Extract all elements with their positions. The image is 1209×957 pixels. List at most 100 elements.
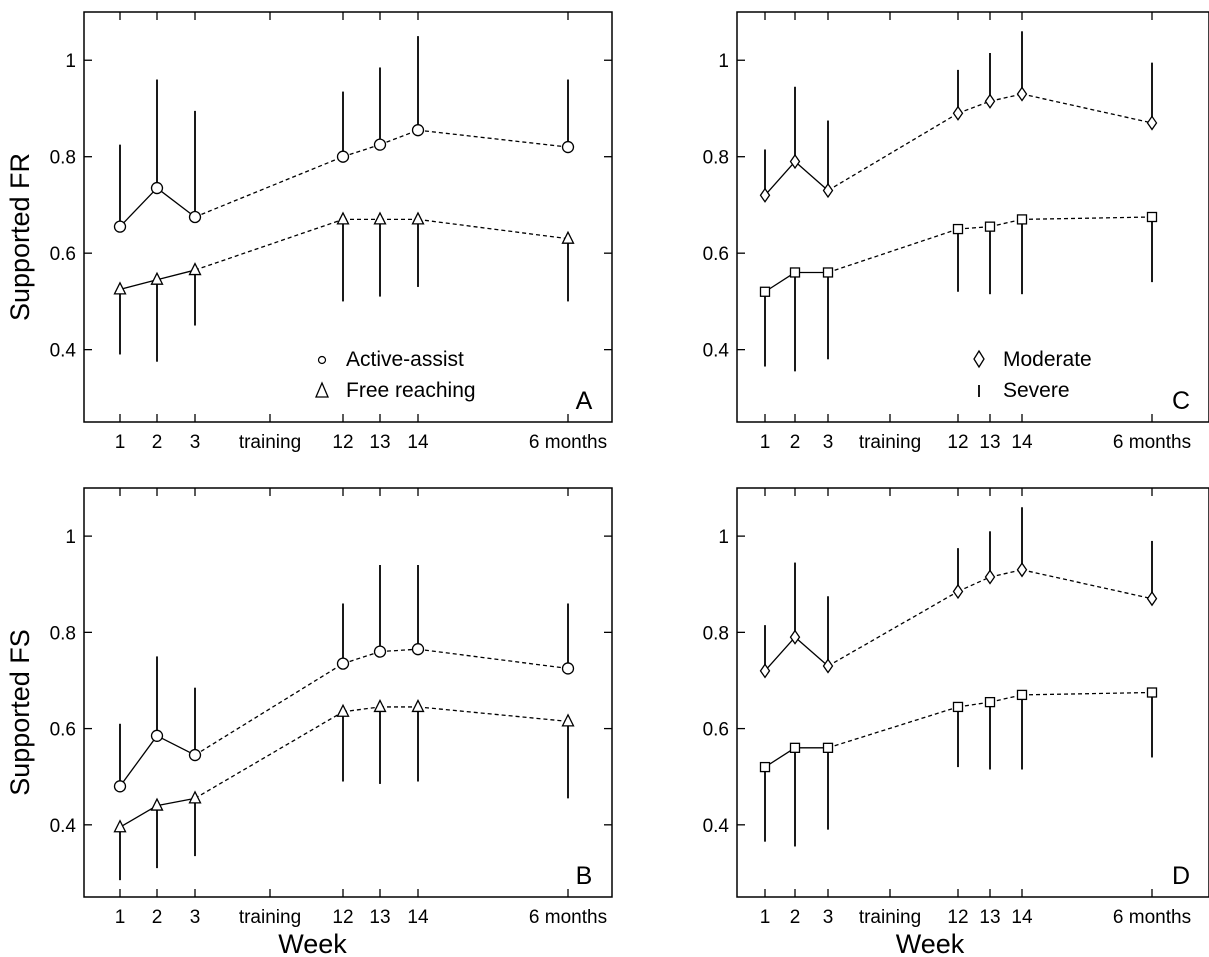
legend-entry: Free reaching: [315, 379, 476, 402]
data-point-diamond: [1016, 86, 1028, 102]
y-tick-label: 0.6: [703, 244, 729, 265]
legend-triangle-marker: [315, 381, 329, 398]
dashed-segment: [1021, 691, 1153, 696]
x-tick-label: 3: [190, 432, 201, 453]
x-tick-label: 3: [823, 432, 834, 453]
solid-segment: [156, 187, 196, 218]
data-point-triangle: [411, 698, 425, 713]
series-2: [759, 687, 1158, 847]
data-point-circle: [561, 662, 575, 675]
x-tick-label: 1: [115, 907, 126, 928]
dashed-segment: [194, 711, 344, 799]
data-point-diamond: [759, 663, 771, 679]
y-tick-label: 0.8: [703, 148, 729, 169]
panel-letter: B: [576, 862, 593, 890]
series-2: [759, 211, 1158, 372]
data-point-circle: [150, 181, 164, 195]
data-point-square: [1146, 211, 1158, 223]
data-point-diamond: [952, 105, 964, 121]
data-point-square: [1146, 687, 1158, 698]
series-1: [759, 31, 1158, 203]
x-tick-label: 14: [1011, 432, 1033, 453]
legend-label: Active-assist: [346, 348, 464, 371]
dashed-segment: [417, 129, 569, 148]
data-point-square: [1016, 689, 1028, 701]
x-tick-label: 13: [369, 432, 390, 453]
x-tick-label: 12: [947, 432, 968, 453]
panel-letter: D: [1172, 862, 1190, 890]
x-tick-label: 1: [115, 432, 126, 453]
dashed-segment: [989, 218, 1023, 228]
data-point-triangle: [561, 713, 575, 727]
x-tick-label: training: [239, 907, 301, 928]
x-tick-label: training: [859, 907, 921, 928]
data-point-triangle: [336, 703, 350, 717]
y-tick-label: 1: [718, 527, 729, 548]
x-tick-label: 14: [407, 907, 429, 928]
x-tick-label: 2: [790, 432, 801, 453]
solid-segment: [794, 636, 829, 667]
axes-frame: [736, 11, 1209, 423]
solid-segment: [764, 636, 796, 672]
dashed-segment: [194, 663, 344, 756]
dashed-segment: [1021, 216, 1153, 221]
dashed-segment: [827, 112, 959, 192]
data-point-diamond: [759, 187, 771, 203]
data-point-diamond: [952, 583, 964, 600]
data-point-diamond: [1146, 115, 1158, 131]
y-tick-label: 0.8: [50, 148, 76, 169]
data-point-triangle: [150, 797, 164, 811]
x-tick-label: 6 months: [1113, 432, 1191, 453]
data-point-circle: [150, 729, 164, 742]
data-point-square: [759, 761, 771, 773]
y-tick-label: 1: [718, 51, 729, 72]
solid-segment: [119, 279, 158, 290]
dashed-segment: [1021, 93, 1153, 124]
data-point-triangle: [373, 211, 387, 225]
y-axis-title: Supported FS: [5, 629, 35, 796]
x-tick-label: 12: [947, 907, 968, 928]
legend-circle-marker: [317, 355, 327, 365]
dashed-segment: [957, 225, 991, 230]
solid-segment: [156, 735, 196, 756]
solid-segment: [794, 161, 829, 191]
dashed-segment: [417, 648, 569, 670]
data-point-triangle: [188, 790, 202, 804]
x-axis-title: Week: [896, 929, 965, 957]
x-tick-label: 2: [790, 907, 801, 928]
data-point-square: [759, 286, 771, 297]
data-point-diamond: [984, 93, 996, 109]
solid-segment: [119, 187, 158, 228]
x-tick-label: 13: [979, 432, 1000, 453]
data-point-circle: [411, 124, 425, 137]
x-tick-label: 13: [369, 907, 390, 928]
x-tick-label: 14: [407, 432, 429, 453]
x-tick-label: 13: [979, 907, 1000, 928]
legend-label: Free reaching: [346, 379, 476, 402]
dashed-segment: [417, 706, 569, 723]
data-point-circle: [336, 150, 350, 163]
x-tick-label: 12: [332, 907, 353, 928]
panel-letter: A: [576, 387, 593, 415]
data-point-circle: [113, 780, 127, 793]
dashed-segment: [417, 218, 569, 240]
data-point-square: [952, 223, 964, 235]
panel-letter: C: [1172, 387, 1190, 415]
y-tick-label: 0.8: [50, 623, 76, 644]
data-point-circle: [188, 748, 202, 762]
y-tick-label: 0.4: [703, 816, 730, 837]
data-point-square: [952, 701, 964, 713]
dashed-segment: [957, 100, 991, 114]
y-tick-label: 1: [65, 51, 76, 72]
data-point-square: [789, 742, 801, 753]
solid-segment: [119, 735, 158, 787]
axes-frame: [83, 11, 613, 423]
solid-segment: [119, 805, 158, 828]
data-point-circle: [411, 643, 425, 656]
dashed-segment: [1021, 569, 1153, 600]
x-tick-label: 1: [760, 432, 771, 453]
panel-c: 0.40.60.811 2 3 training 12 13 14 6 monthsModer…: [703, 11, 1209, 453]
dashed-segment: [342, 706, 381, 713]
dashed-segment: [827, 590, 959, 667]
